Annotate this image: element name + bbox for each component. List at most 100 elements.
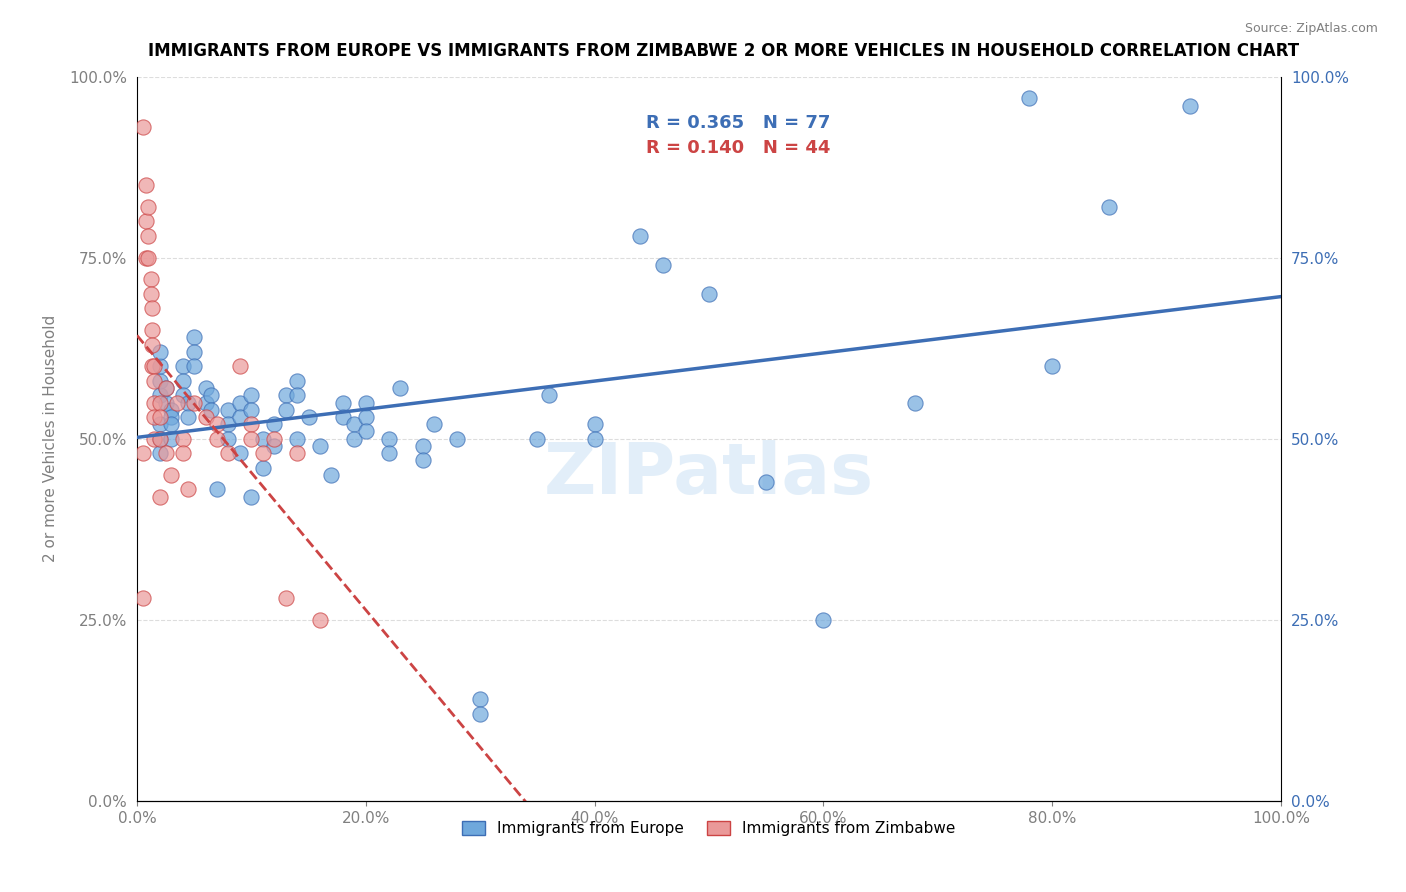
Text: R = 0.365   N = 77: R = 0.365 N = 77 xyxy=(647,114,831,132)
Point xyxy=(149,490,172,504)
Point xyxy=(354,395,377,409)
Point xyxy=(141,359,163,374)
Point xyxy=(172,432,194,446)
Point xyxy=(423,417,446,432)
Point xyxy=(583,432,606,446)
Point xyxy=(332,409,354,424)
Point xyxy=(297,409,319,424)
Point xyxy=(218,417,240,432)
Point xyxy=(149,388,172,402)
Point xyxy=(135,251,157,265)
Point xyxy=(1040,359,1063,374)
Point xyxy=(183,359,205,374)
Point xyxy=(155,395,177,409)
Point xyxy=(412,439,434,453)
Point xyxy=(412,453,434,467)
Point xyxy=(332,395,354,409)
Point xyxy=(149,446,172,460)
Point xyxy=(229,446,252,460)
Point xyxy=(166,395,188,409)
Point xyxy=(1018,91,1040,105)
Point xyxy=(240,417,263,432)
Point xyxy=(537,388,560,402)
Point xyxy=(155,381,177,395)
Point xyxy=(194,409,217,424)
Point xyxy=(285,374,308,388)
Point xyxy=(143,359,166,374)
Text: Source: ZipAtlas.com: Source: ZipAtlas.com xyxy=(1244,22,1378,36)
Point xyxy=(321,467,343,482)
Point xyxy=(155,446,177,460)
Point xyxy=(172,359,194,374)
Point xyxy=(194,381,217,395)
Point xyxy=(149,395,172,409)
Point xyxy=(143,409,166,424)
Point xyxy=(583,417,606,432)
Point xyxy=(229,359,252,374)
Point xyxy=(470,692,492,706)
Point xyxy=(1098,200,1121,214)
Point xyxy=(141,301,163,316)
Point xyxy=(526,432,548,446)
Point xyxy=(628,229,651,244)
Point xyxy=(377,446,399,460)
Point xyxy=(149,409,172,424)
Text: IMMIGRANTS FROM EUROPE VS IMMIGRANTS FROM ZIMBABWE 2 OR MORE VEHICLES IN HOUSEHO: IMMIGRANTS FROM EUROPE VS IMMIGRANTS FRO… xyxy=(149,42,1299,60)
Point xyxy=(194,395,217,409)
Point xyxy=(652,258,675,272)
Text: ZIPatlas: ZIPatlas xyxy=(544,441,875,509)
Point xyxy=(263,432,285,446)
Point xyxy=(263,439,285,453)
Point xyxy=(354,409,377,424)
Point xyxy=(218,402,240,417)
Point xyxy=(141,337,163,351)
Point xyxy=(309,613,332,627)
Point xyxy=(354,425,377,439)
Point xyxy=(177,483,200,497)
Point xyxy=(389,381,412,395)
Text: R = 0.140   N = 44: R = 0.140 N = 44 xyxy=(647,138,831,157)
Point xyxy=(172,374,194,388)
Point xyxy=(149,374,172,388)
Point xyxy=(205,432,228,446)
Point xyxy=(218,432,240,446)
Point xyxy=(131,446,153,460)
Point xyxy=(229,395,252,409)
Point xyxy=(200,388,222,402)
Point xyxy=(160,417,183,432)
Point xyxy=(160,432,183,446)
Point xyxy=(160,409,183,424)
Point xyxy=(155,381,177,395)
Point xyxy=(177,409,200,424)
Point xyxy=(263,417,285,432)
Point xyxy=(252,460,274,475)
Point xyxy=(138,251,160,265)
Point xyxy=(274,591,297,605)
Y-axis label: 2 or more Vehicles in Household: 2 or more Vehicles in Household xyxy=(44,315,58,562)
Point xyxy=(813,613,835,627)
Point xyxy=(141,323,163,337)
Point xyxy=(309,439,332,453)
Point xyxy=(143,374,166,388)
Point xyxy=(200,402,222,417)
Point xyxy=(183,344,205,359)
Point xyxy=(135,214,157,228)
Point xyxy=(343,417,366,432)
Point xyxy=(149,344,172,359)
Point xyxy=(183,395,205,409)
Point xyxy=(274,402,297,417)
Point xyxy=(252,432,274,446)
Point xyxy=(240,402,263,417)
Point xyxy=(240,490,263,504)
Point xyxy=(1178,98,1201,112)
Point xyxy=(285,446,308,460)
Point xyxy=(149,417,172,432)
Point xyxy=(904,395,927,409)
Point xyxy=(285,388,308,402)
Point xyxy=(377,432,399,446)
Point xyxy=(285,432,308,446)
Point xyxy=(135,178,157,193)
Point xyxy=(205,417,228,432)
Point xyxy=(138,229,160,244)
Point xyxy=(470,706,492,721)
